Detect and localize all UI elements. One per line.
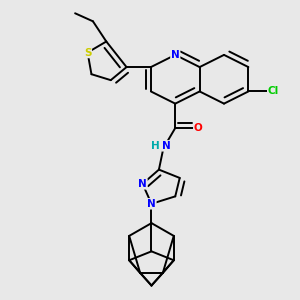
Text: N: N [162, 141, 171, 151]
Text: N: N [171, 50, 180, 60]
Text: H: H [151, 141, 159, 151]
Text: Cl: Cl [268, 86, 279, 96]
Text: N: N [147, 199, 156, 209]
Text: N: N [138, 179, 147, 189]
Text: O: O [194, 123, 203, 133]
Text: S: S [84, 47, 91, 58]
